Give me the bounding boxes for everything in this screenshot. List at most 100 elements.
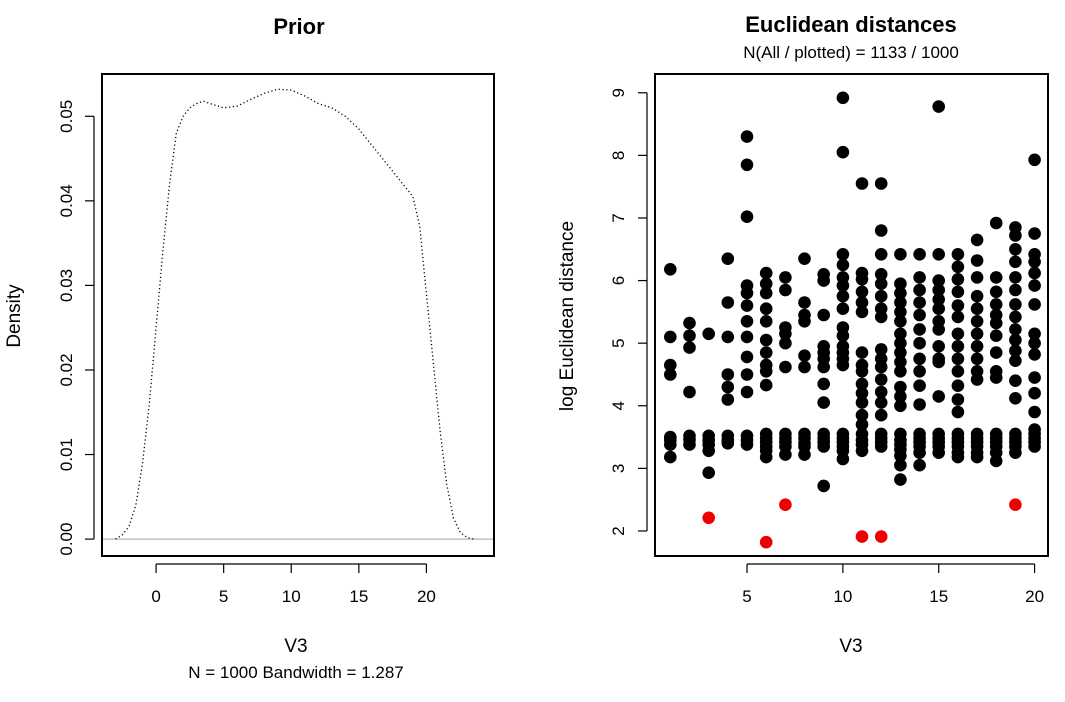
scatter-point	[970, 302, 984, 316]
density-title: Prior	[273, 14, 325, 39]
scatter-point	[894, 355, 907, 369]
scatter-point	[721, 437, 735, 450]
scatter-point	[740, 368, 754, 381]
scatter-point	[894, 277, 907, 291]
scatter-point	[855, 365, 869, 378]
scatter-point	[932, 302, 945, 316]
scatter-point	[664, 330, 677, 344]
scatter-point	[1028, 336, 1041, 350]
scatter-point	[989, 216, 1003, 230]
scatter-point	[1009, 310, 1022, 324]
scatter-y-tick-label: 6	[609, 276, 628, 285]
scatter-point	[913, 248, 926, 261]
scatter-point	[894, 327, 907, 341]
scatter-point	[721, 393, 735, 406]
scatter-point	[759, 277, 773, 291]
scatter-point	[759, 365, 773, 378]
density-x-axis: 0 5 10 15 20	[151, 563, 436, 606]
scatter-point	[932, 355, 945, 369]
scatter-panel: Euclidean distances N(All / plotted) = 1…	[557, 12, 1049, 657]
scatter-point	[913, 379, 926, 393]
scatter-point	[913, 446, 926, 460]
density-y-tick-label: 0.05	[57, 100, 76, 133]
scatter-point	[855, 408, 869, 422]
scatter-point	[779, 448, 792, 461]
scatter-point	[779, 327, 792, 341]
scatter-point	[970, 271, 984, 284]
scatter-point	[836, 279, 850, 292]
scatter-point	[855, 386, 869, 400]
scatter-point-highlight	[759, 535, 773, 549]
density-x-tick-label: 10	[282, 587, 301, 606]
scatter-point	[874, 277, 888, 291]
scatter-point	[759, 346, 773, 359]
scatter-point	[951, 340, 965, 353]
scatter-point	[894, 380, 907, 394]
scatter-point	[1028, 153, 1041, 167]
scatter-point	[683, 329, 696, 343]
density-x-tick-label: 0	[151, 587, 160, 606]
scatter-point	[894, 286, 907, 300]
scatter-point	[779, 271, 792, 284]
scatter-point	[664, 450, 677, 464]
scatter-x-tick-label: 5	[742, 587, 751, 606]
scatter-point	[817, 440, 830, 453]
scatter-point	[951, 352, 965, 366]
scatter-point	[817, 360, 830, 374]
scatter-point	[894, 248, 907, 261]
scatter-point	[817, 377, 830, 391]
scatter-point	[913, 271, 926, 284]
scatter-point	[759, 315, 773, 328]
density-y-label: Density	[4, 284, 25, 348]
scatter-point	[951, 327, 965, 341]
scatter-point	[932, 100, 945, 113]
scatter-point	[836, 302, 850, 316]
scatter-point	[798, 448, 811, 461]
scatter-point	[894, 473, 907, 486]
scatter-point	[951, 248, 965, 261]
scatter-point	[1009, 333, 1022, 347]
scatter-point	[932, 274, 945, 287]
density-curve	[115, 88, 474, 540]
scatter-x-tick-label: 10	[833, 587, 852, 606]
density-y-tick-label: 0.04	[57, 184, 76, 217]
scatter-point	[989, 454, 1003, 468]
scatter-point	[894, 458, 907, 472]
scatter-point	[721, 252, 735, 265]
density-plot-frame	[101, 73, 495, 557]
scatter-x-tick-label: 15	[929, 587, 948, 606]
scatter-point	[798, 349, 811, 363]
scatter-point	[702, 444, 715, 458]
scatter-point	[1009, 354, 1022, 368]
scatter-point	[913, 308, 926, 322]
scatter-point	[951, 405, 965, 419]
scatter-point	[740, 330, 754, 344]
scatter-x-label: V3	[839, 636, 862, 657]
scatter-point	[798, 315, 811, 328]
scatter-point	[779, 360, 792, 374]
scatter-point	[855, 285, 869, 299]
scatter-point	[1028, 255, 1041, 269]
scatter-point	[951, 310, 965, 324]
scatter-point	[874, 440, 888, 453]
scatter-point	[740, 299, 754, 312]
scatter-point	[951, 393, 965, 406]
scatter-point	[683, 385, 696, 399]
density-y-tick-label: 0.02	[57, 353, 76, 386]
density-x-tick-label: 5	[219, 587, 228, 606]
scatter-point	[989, 271, 1003, 284]
scatter-point	[759, 333, 773, 347]
scatter-point	[702, 327, 715, 341]
density-x-label: V3	[284, 636, 307, 657]
scatter-point	[951, 260, 965, 274]
scatter-point	[970, 233, 984, 247]
scatter-point	[874, 373, 888, 386]
scatter-point-highlight	[1009, 498, 1022, 512]
scatter-point	[740, 315, 754, 328]
scatter-point	[874, 408, 888, 422]
scatter-point	[759, 266, 773, 280]
scatter-point	[836, 145, 850, 159]
scatter-point	[759, 378, 773, 392]
scatter-point	[970, 450, 984, 464]
